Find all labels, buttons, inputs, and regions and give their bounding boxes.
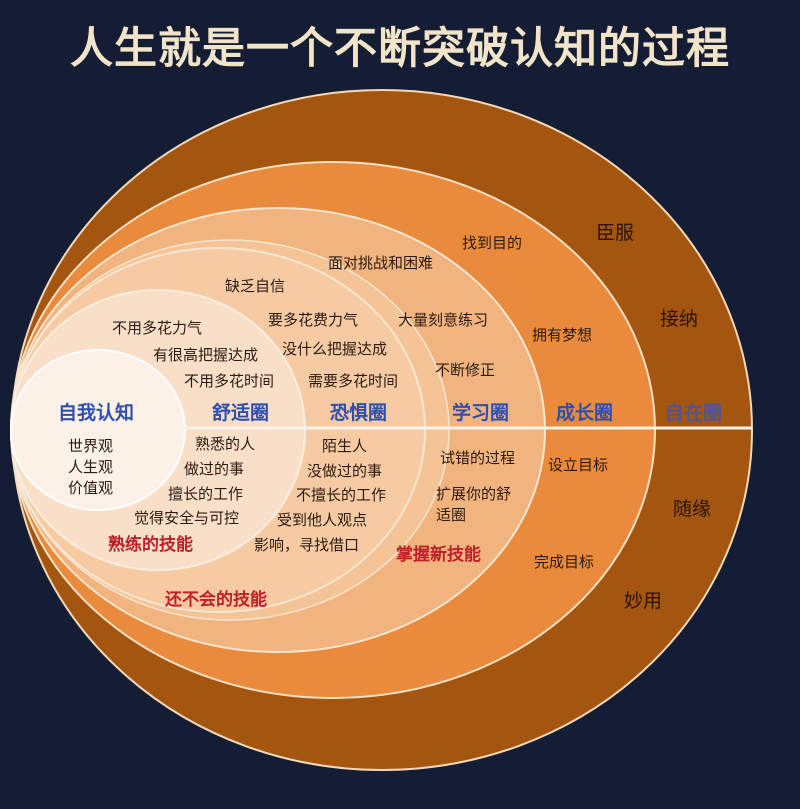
growth-top-line: 拥有梦想 [532, 326, 593, 344]
zone-label-growth: 成长圈 [556, 402, 614, 424]
learning-bottom-line: 扩展你的舒 [436, 485, 512, 503]
zone-label-freedom: 自在圈 [665, 402, 723, 424]
growth-top-line: 找到目的 [462, 234, 523, 252]
comfort-top-line: 有很高把握达成 [153, 346, 259, 364]
self-line: 世界观 [68, 437, 114, 455]
zone-label-fear: 恐惧圈 [330, 402, 388, 424]
zone-label-learning: 学习圈 [452, 402, 510, 424]
freedom-bottom-line: 妙用 [624, 590, 663, 612]
self-line: 人生观 [68, 458, 114, 476]
fear-bottom-line: 受到他人观点 [277, 511, 368, 529]
freedom-bottom-line: 随缘 [673, 498, 712, 520]
fear-top-line: 要多花费力气 [268, 311, 359, 329]
fear-top-line: 需要多花时间 [308, 372, 399, 390]
learning-bottom-line: 试错的过程 [440, 449, 516, 467]
fear-bottom-line: 没做过的事 [307, 462, 383, 480]
zone-label-comfort: 舒适圈 [212, 402, 270, 424]
fear-top-line: 缺乏自信 [225, 277, 286, 295]
comfort-bottom-line: 觉得安全与可控 [134, 509, 240, 527]
learning-bottom-line: 适圈 [436, 506, 467, 524]
fear-bottom-line: 不擅长的工作 [296, 486, 387, 504]
fear-top-line: 没什么把握达成 [282, 340, 388, 358]
fear-bottom-line: 陌生人 [322, 437, 368, 455]
page-title: 人生就是一个不断突破认知的过程 [70, 24, 730, 74]
comfort-bottom-line: 擅长的工作 [168, 485, 244, 503]
comfort-top-line: 不用多花时间 [184, 372, 275, 390]
self-line: 价值观 [68, 479, 114, 497]
zone-label-self: 自我认知 [58, 402, 135, 424]
comfort-bottom-line: 做过的事 [184, 460, 245, 478]
freedom-top-line: 臣服 [596, 222, 635, 244]
skill-label-learning: 掌握新技能 [396, 545, 481, 565]
growth-bottom-line: 设立目标 [548, 456, 609, 474]
learning-top-line: 不断修正 [435, 361, 496, 379]
freedom-top-line: 接纳 [660, 308, 699, 330]
learning-top-line: 面对挑战和困难 [328, 254, 434, 272]
fear-bottom-line: 影响，寻找借口 [254, 536, 360, 554]
skill-label-fear: 还不会的技能 [165, 590, 267, 610]
ring-self [10, 349, 186, 511]
comfort-top-line: 不用多花力气 [112, 319, 203, 337]
learning-top-line: 大量刻意练习 [398, 311, 489, 329]
comfort-bottom-line: 熟悉的人 [195, 435, 256, 453]
growth-bottom-line: 完成目标 [534, 553, 595, 571]
skill-label-comfort: 熟练的技能 [108, 535, 193, 555]
self-values: 世界观 人生观 价值观 [68, 436, 113, 499]
